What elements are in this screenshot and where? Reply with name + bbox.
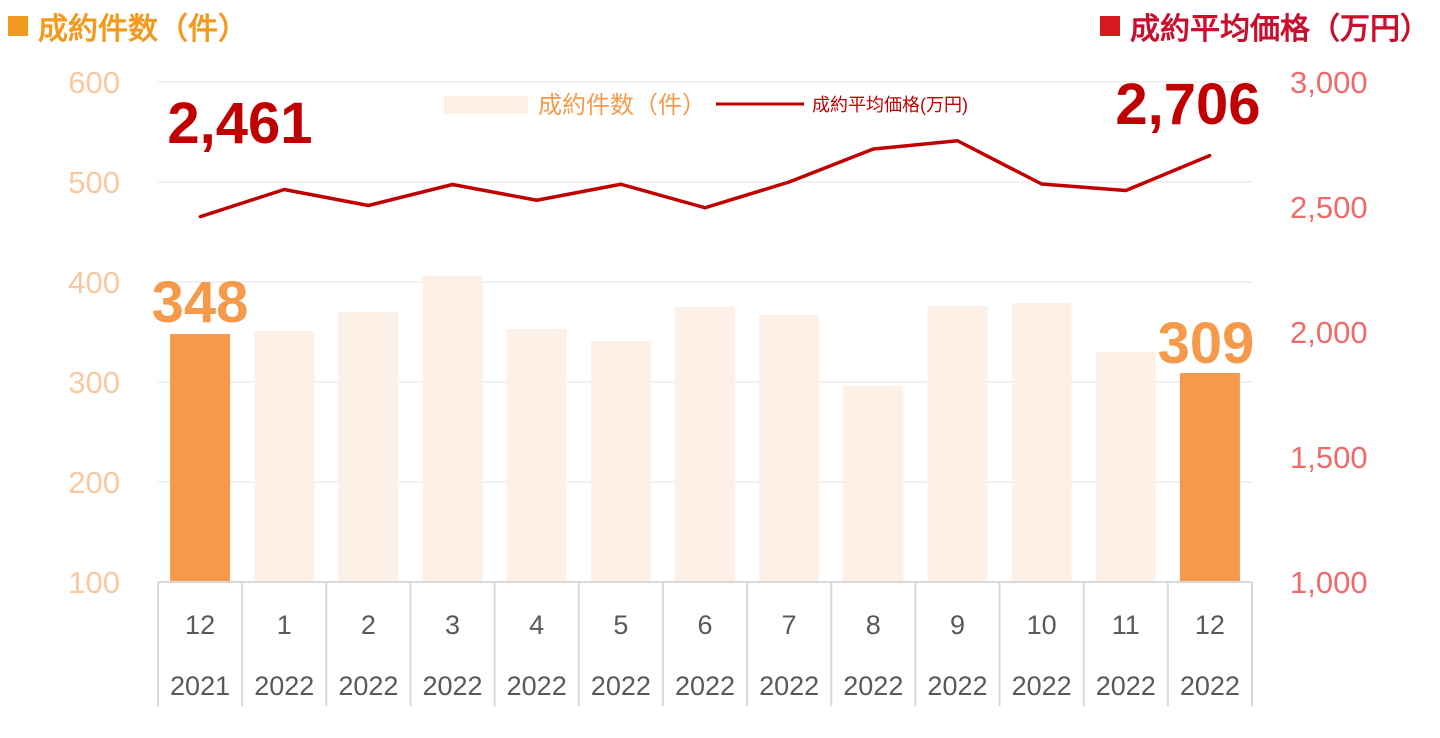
chart-legend: 成約件数（件） 成約平均価格(万円)	[444, 92, 968, 119]
price-line	[199, 139, 1211, 219]
left-axis-legend: 成約件数（件）	[8, 4, 248, 48]
bar	[590, 341, 651, 582]
right-tick-label: 3,000	[1290, 65, 1368, 100]
left-tick-label: 200	[68, 465, 120, 500]
legend-line-label: 成約平均価格(万円)	[812, 95, 968, 115]
bar	[338, 312, 399, 582]
x-year-label: 2022	[507, 671, 567, 701]
left-legend-label: 成約件数（件）	[38, 13, 248, 46]
bar	[1095, 352, 1156, 582]
right-tick-label: 1,000	[1290, 565, 1368, 600]
bar	[170, 334, 231, 582]
x-year-label: 2022	[1180, 671, 1240, 701]
x-month-label: 8	[866, 610, 881, 640]
line-point	[282, 188, 286, 191]
line-point	[787, 180, 791, 184]
left-tick-label: 600	[68, 65, 120, 100]
bar	[506, 329, 567, 582]
x-month-label: 5	[613, 610, 628, 640]
x-year-label: 2022	[1096, 671, 1156, 701]
line-series	[198, 139, 1212, 219]
x-month-label: 12	[185, 610, 215, 640]
annotations: 348 309 2,461 2,706	[152, 72, 1261, 376]
x-year-label: 2022	[759, 671, 819, 701]
line-point	[1124, 189, 1128, 192]
line-point	[451, 183, 455, 186]
bar	[1011, 303, 1072, 582]
bar	[927, 306, 988, 582]
x-year-label: 2022	[591, 671, 651, 701]
x-month-label: 12	[1195, 610, 1225, 640]
line-first-label: 2,461	[167, 91, 312, 156]
right-axis-legend: 成約平均価格（万円）	[1100, 4, 1430, 48]
bar	[422, 276, 483, 582]
x-month-label: 4	[529, 610, 544, 640]
x-axis: 12 2021 1 2022 2 2022 3 2022 4 2022 5 2022 6 2022 7 202…	[157, 581, 1253, 706]
line-point	[703, 206, 707, 210]
x-year-label: 2022	[927, 671, 987, 701]
legend-bar-label: 成約件数（件）	[538, 92, 706, 119]
bar-last-label: 309	[1158, 311, 1255, 376]
line-point	[619, 182, 623, 186]
left-tick-label: 500	[68, 165, 120, 200]
x-month-label: 2	[361, 610, 376, 640]
bar	[675, 307, 735, 582]
square-icon	[8, 16, 28, 36]
x-year-label: 2022	[254, 671, 314, 701]
bar-series	[170, 276, 1240, 582]
line-point	[366, 204, 370, 207]
bar	[759, 315, 820, 582]
line-point	[1040, 182, 1044, 186]
left-tick-label: 100	[68, 565, 120, 600]
x-year-label: 2022	[1012, 671, 1072, 701]
line-last-label: 2,706	[1115, 72, 1260, 137]
line-point	[871, 147, 875, 151]
left-axis-ticks: 100 200 300 400 500 600	[68, 65, 120, 600]
right-axis-ticks: 1,000 1,500 2,000 2,500 3,000	[1290, 65, 1368, 600]
line-point	[198, 215, 202, 219]
x-year-label: 2022	[338, 671, 398, 701]
line-point	[955, 139, 959, 143]
x-month-label: 3	[445, 610, 460, 640]
x-month-label: 1	[277, 610, 292, 640]
bar	[843, 386, 904, 582]
x-month-label: 9	[950, 610, 965, 640]
x-month-label: 11	[1112, 610, 1140, 640]
x-year-label: 2022	[675, 671, 735, 701]
bar	[1179, 373, 1240, 582]
line-point	[1208, 154, 1212, 157]
right-tick-label: 2,000	[1290, 315, 1368, 350]
right-tick-label: 2,500	[1290, 190, 1368, 225]
x-month-label: 10	[1027, 610, 1057, 640]
x-year-label: 2022	[422, 671, 482, 701]
left-tick-label: 400	[68, 265, 120, 300]
left-tick-label: 300	[68, 365, 120, 400]
legend-bar-swatch	[444, 96, 528, 114]
x-year-label: 2022	[843, 671, 903, 701]
right-tick-label: 1,500	[1290, 440, 1368, 475]
x-year-label: 2021	[170, 671, 230, 701]
bar-first-label: 348	[152, 270, 249, 335]
bar	[254, 331, 315, 582]
square-icon	[1100, 16, 1120, 36]
line-point	[535, 198, 539, 202]
right-legend-label: 成約平均価格（万円）	[1130, 13, 1430, 46]
x-month-label: 7	[782, 610, 797, 640]
x-month-label: 6	[697, 610, 712, 640]
